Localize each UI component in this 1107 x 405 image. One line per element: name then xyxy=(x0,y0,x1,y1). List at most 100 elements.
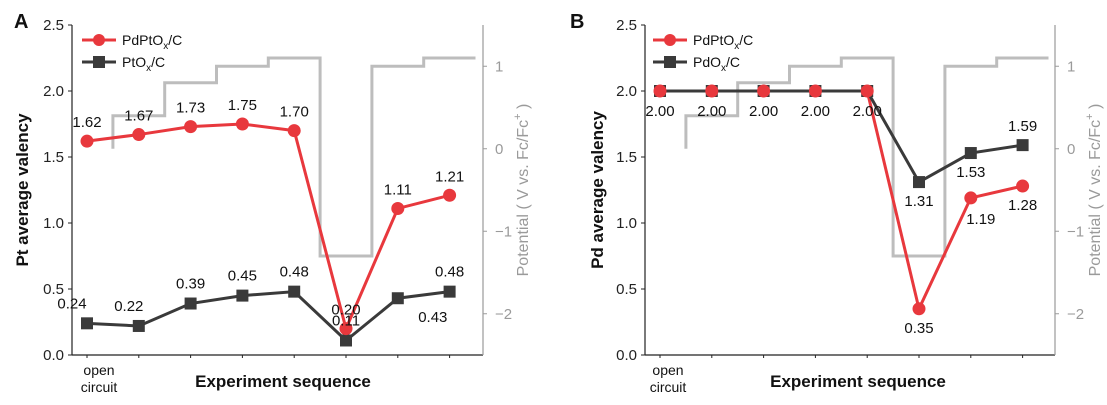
legend-entry: PdOx/C xyxy=(693,54,740,74)
y2-tick-label: 0 xyxy=(495,141,503,158)
y2-axis-title-main: Potential ( V vs. Fc/Fc xyxy=(515,120,532,276)
data-label: 1.70 xyxy=(280,104,309,121)
data-label: 0.39 xyxy=(176,276,205,293)
y-tick-label: 0.0 xyxy=(616,347,637,364)
y-axis-title: Pt average valency xyxy=(13,113,32,267)
data-label: 0.43 xyxy=(418,309,447,326)
y-tick-label: 0.5 xyxy=(43,281,64,298)
data-label: 2.00 xyxy=(801,103,830,120)
x-axis-title: Experiment sequence xyxy=(770,372,946,391)
series-line-0 xyxy=(86,122,450,334)
legend-name: PdPtO xyxy=(122,32,163,48)
y2-tick-label: 1 xyxy=(1067,58,1075,75)
legend-name: PtO xyxy=(122,54,146,70)
y2-axis-title-sup: + xyxy=(1084,113,1096,119)
series-point xyxy=(339,322,353,336)
series-point xyxy=(340,334,352,347)
y-tick-label: 1.0 xyxy=(43,215,64,232)
series-point xyxy=(287,124,301,138)
legend-entry: PdPtOx/C xyxy=(693,32,753,52)
legend-entry: PtOx/C xyxy=(122,54,165,74)
data-label: 0.48 xyxy=(435,264,464,281)
data-label: 0.20 xyxy=(331,302,360,319)
y-tick-label: 1.5 xyxy=(43,149,64,166)
y2-axis-title: Potential ( V vs. Fc/Fc+ ) xyxy=(512,104,532,277)
y-tick-label: 2.5 xyxy=(43,17,64,34)
legend-name-end: /C xyxy=(151,54,165,70)
legend-name-end: /C xyxy=(739,32,753,48)
series-point xyxy=(81,317,93,330)
y2-axis-title-end: ) xyxy=(1087,104,1104,114)
x-start-label-line1: open xyxy=(652,362,683,378)
series-line-1 xyxy=(660,89,1023,185)
series-point xyxy=(443,188,457,202)
series-point xyxy=(964,191,978,205)
series-point xyxy=(964,147,977,160)
data-label: 0.35 xyxy=(904,320,933,337)
panel-letter: B xyxy=(570,11,584,33)
series-point xyxy=(912,302,926,316)
y-axis-title: Pd average valency xyxy=(588,111,607,269)
potential-profile-line xyxy=(684,56,1049,258)
legend-name-sub: x xyxy=(734,41,739,52)
series-point xyxy=(757,84,771,98)
data-label: 1.21 xyxy=(435,168,464,185)
legend-name-sub: x xyxy=(163,41,168,52)
series-point xyxy=(860,84,874,98)
legend-marker xyxy=(93,56,105,68)
data-label: 1.75 xyxy=(228,97,257,114)
y2-tick-label: −1 xyxy=(1067,223,1084,240)
series-point xyxy=(132,128,146,142)
data-label: 2.00 xyxy=(645,103,674,120)
y2-tick-label: −1 xyxy=(495,223,512,240)
potential-profile-line xyxy=(111,56,476,258)
data-label: 0.48 xyxy=(280,264,309,281)
data-label: 1.11 xyxy=(384,181,412,198)
legend-name-sub: x xyxy=(721,63,726,74)
legend-marker xyxy=(664,56,676,68)
data-label: 2.00 xyxy=(697,103,726,120)
data-label: 0.24 xyxy=(57,295,86,312)
data-label: 1.62 xyxy=(72,114,101,131)
y2-axis-title-end: ) xyxy=(515,104,532,114)
x-start-label-line2: circuit xyxy=(81,379,118,395)
legend-name: PdO xyxy=(693,54,721,70)
y2-axis-title: Potential ( V vs. Fc/Fc+ ) xyxy=(1084,104,1104,277)
y2-tick-label: 0 xyxy=(1067,141,1075,158)
series-point xyxy=(391,292,404,305)
series-point xyxy=(808,84,822,98)
y2-tick-label: 1 xyxy=(495,58,503,75)
data-label: 1.28 xyxy=(1008,197,1037,214)
y2-tick-label: −2 xyxy=(1067,306,1084,323)
series-point xyxy=(391,201,405,215)
x-start-label-line1: open xyxy=(83,362,114,378)
legend-marker xyxy=(664,34,676,46)
series-point xyxy=(184,120,198,134)
data-label: 1.53 xyxy=(956,164,985,181)
legend-name: PdPtO xyxy=(693,32,734,48)
data-label: 0.11 xyxy=(332,312,360,329)
chart-panel-a: A 0.0 0.5 1.0 1.5 2.0 2.5 −2 −1 0 1 Pt average vale… xyxy=(13,11,532,395)
chart-panel-b: B 0.0 0.5 1.0 1.5 2.0 2.5 −2 −1 0 1 Pd average vale… xyxy=(570,11,1104,395)
data-label: 2.00 xyxy=(853,103,882,120)
data-label: 1.59 xyxy=(1008,118,1037,135)
series-point xyxy=(132,319,145,332)
y-tick-label: 2.0 xyxy=(616,83,637,100)
y-tick-label: 2.5 xyxy=(616,17,637,34)
series-point xyxy=(235,117,249,131)
series-point xyxy=(913,176,925,189)
data-label: 0.22 xyxy=(114,298,143,315)
y-tick-label: 0.0 xyxy=(43,347,64,364)
panel-letter: A xyxy=(14,11,28,33)
y-tick-label: 1.0 xyxy=(616,215,637,232)
legend-name-end: /C xyxy=(726,54,740,70)
y-tick-label: 2.0 xyxy=(43,83,64,100)
series-point xyxy=(443,285,456,298)
x-start-label-line2: circuit xyxy=(650,379,687,395)
series-line-1 xyxy=(86,290,450,343)
y2-axis-title-main: Potential ( V vs. Fc/Fc xyxy=(1087,120,1104,276)
series-point xyxy=(653,84,667,98)
legend-name-sub: x xyxy=(146,63,151,74)
